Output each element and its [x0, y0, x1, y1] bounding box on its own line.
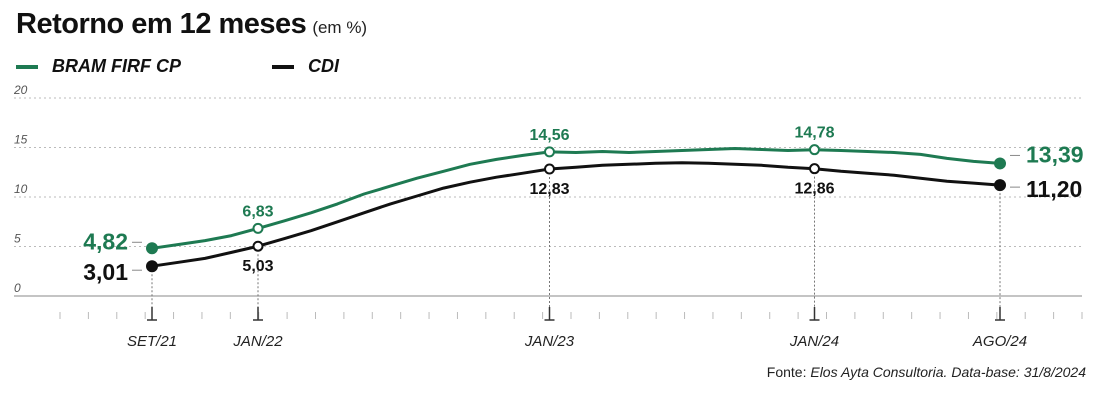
source-note: Fonte: Elos Ayta Consultoria. Data-base:…: [767, 364, 1086, 380]
data-label: 5,03: [242, 258, 273, 275]
data-point: [146, 242, 158, 255]
x-tick-label: JAN/24: [789, 333, 839, 350]
data-label: 4,82: [83, 228, 128, 254]
x-tick-label: SET/21: [127, 333, 177, 350]
x-tick-label: AGO/24: [972, 333, 1027, 350]
source-lead: Fonte:: [766, 364, 811, 380]
legend-item-bram: BRAM FIRF CP: [16, 56, 181, 77]
x-tick-label: JAN/22: [232, 333, 283, 350]
data-label: 14,78: [794, 125, 834, 142]
series-line-bram: [150, 147, 1002, 250]
line-chart: 0 5 10 15 20 SET/21 JAN/22 JAN/23 JAN/24 AGO/24 4,…: [13, 83, 1084, 350]
data-point: [252, 222, 264, 234]
y-tick-label: 10: [14, 182, 28, 196]
data-label: 11,20: [1026, 176, 1082, 202]
legend-item-cdi: CDI: [272, 56, 339, 77]
data-label: 13,39: [1026, 141, 1084, 167]
x-tick-label: JAN/23: [524, 333, 575, 350]
source-text: Elos Ayta Consultoria. Data-base: 31/8/2…: [810, 364, 1086, 380]
y-tick-label: 20: [13, 83, 28, 97]
data-label: 12,83: [529, 181, 569, 198]
data-label: 6,83: [242, 203, 273, 220]
chart-subtitle: (em %): [312, 18, 368, 37]
legend-label-bram: BRAM FIRF CP: [52, 56, 181, 76]
data-point: [544, 146, 555, 158]
legend-label-cdi: CDI: [308, 56, 339, 76]
chart-title: Retorno em 12 meses: [16, 8, 307, 40]
data-point: [146, 260, 158, 273]
data-point: [544, 163, 555, 175]
data-label: 12,86: [794, 181, 834, 198]
data-point: [994, 179, 1006, 192]
chart-title-row: Retorno em 12 meses (em %): [16, 8, 367, 41]
legend-swatch-cdi: [272, 64, 294, 69]
data-point: [994, 157, 1006, 170]
y-tick-label: 0: [14, 281, 21, 295]
data-point: [252, 240, 264, 252]
legend: BRAM FIRF CP CDI: [16, 56, 616, 80]
data-label: 3,01: [83, 259, 128, 285]
y-tick-label: 15: [14, 133, 28, 147]
y-tick-label: 5: [14, 232, 21, 246]
series-line-cdi: [150, 161, 1002, 268]
data-point: [809, 144, 820, 156]
legend-swatch-bram: [16, 64, 38, 69]
data-label: 14,56: [529, 127, 569, 144]
data-point: [809, 163, 820, 175]
